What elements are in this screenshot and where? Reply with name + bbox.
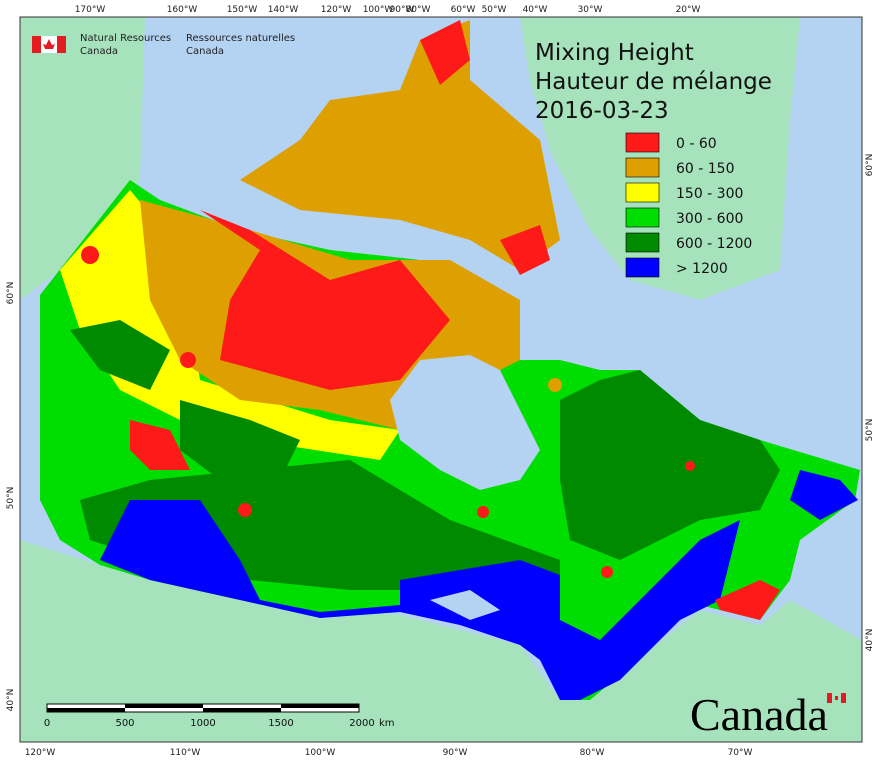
lon-label: 80°W <box>406 5 431 15</box>
org-en: Natural Resources <box>80 33 171 44</box>
lon-label: 150°W <box>227 5 258 15</box>
lat-label: 60°N <box>6 282 16 305</box>
wordmark: Canada <box>690 689 828 740</box>
quebec-darkgreen <box>560 370 780 560</box>
logo: Natural Resources Canada Ressources natu… <box>32 33 295 57</box>
flag-bar <box>32 36 41 53</box>
wordmark-group: Canada <box>690 689 846 740</box>
scale-bar: 0 500 1000 1500 2000 km <box>44 703 395 729</box>
org-fr: Canada <box>186 46 224 57</box>
lon-label: 110°W <box>170 748 201 758</box>
legend-swatch <box>625 132 660 153</box>
legend-swatch <box>625 257 660 278</box>
newfoundland-blue <box>790 470 858 520</box>
ellesmere-red <box>420 20 470 85</box>
lon-label: 140°W <box>268 5 299 15</box>
legend-swatch <box>625 232 660 253</box>
wordmark-flag <box>841 693 846 703</box>
title-line: 2016-03-23 <box>535 98 669 124</box>
lon-label: 100°W <box>363 5 394 15</box>
lon-label: 170°W <box>75 5 106 15</box>
title-line: Mixing Height <box>535 40 694 66</box>
flag-leaf <box>43 39 55 49</box>
legend-label: > 1200 <box>676 261 728 277</box>
hotspot <box>601 566 613 578</box>
lon-label: 30°W <box>578 5 603 15</box>
legend-swatch <box>625 182 660 203</box>
east-red <box>500 225 550 275</box>
hotspot <box>238 503 252 517</box>
scale-label: 1000 <box>190 718 215 729</box>
legend: 0 - 60 60 - 150 150 - 300 300 - 600 600 - 12… <box>625 132 752 278</box>
legend-label: 600 - 1200 <box>676 236 752 252</box>
lon-label: 80°W <box>580 748 605 758</box>
lat-label: 60°N <box>865 154 875 177</box>
north-red <box>200 210 450 390</box>
central-darkgreen <box>180 400 300 480</box>
wordmark-flag <box>827 693 832 703</box>
west-darkgreen <box>70 320 170 390</box>
scale-label: 500 <box>115 718 134 729</box>
hotspot <box>477 506 489 518</box>
lon-label: 90°W <box>390 5 415 15</box>
hotspot <box>548 378 562 392</box>
lon-label: 40°W <box>523 5 548 15</box>
scale-label: 2000 <box>349 718 374 729</box>
lat-label: 50°N <box>865 419 875 442</box>
lat-label: 50°N <box>6 487 16 510</box>
lon-label: 120°W <box>321 5 352 15</box>
legend-label: 150 - 300 <box>676 186 743 202</box>
legend-label: 0 - 60 <box>676 136 717 152</box>
lat-label: 40°N <box>865 629 875 652</box>
lon-label: 20°W <box>676 5 701 15</box>
hudson-bay <box>390 355 540 490</box>
lon-label: 120°W <box>25 748 56 758</box>
lon-label: 60°W <box>451 5 476 15</box>
arctic-islands <box>240 20 560 270</box>
west-red <box>130 420 190 470</box>
great-lakes <box>430 590 500 620</box>
lon-label: 160°W <box>167 5 198 15</box>
scale-label: 1500 <box>268 718 293 729</box>
legend-label: 60 - 150 <box>676 161 735 177</box>
yellow-band <box>60 190 400 460</box>
map-area <box>19 16 863 743</box>
greenland <box>520 17 800 300</box>
lon-label: 50°W <box>482 5 507 15</box>
map-frame <box>19 16 863 743</box>
flag-bar <box>57 36 66 53</box>
org-en: Canada <box>80 46 118 57</box>
title-line: Hauteur de mélange <box>535 69 772 95</box>
hotspot <box>81 246 99 264</box>
legend-swatch <box>625 207 660 228</box>
alaska <box>20 17 145 300</box>
south-blue <box>100 500 740 700</box>
lon-label: 70°W <box>728 748 753 758</box>
wordmark-flag <box>835 696 838 700</box>
org-fr: Ressources naturelles <box>186 33 295 44</box>
scale-bar-segment <box>281 704 359 708</box>
legend-label: 300 - 600 <box>676 211 743 227</box>
title-block: Mixing Height Hauteur de mélange 2016-03-2… <box>535 40 772 124</box>
hotspot <box>180 352 196 368</box>
maritimes-red <box>715 580 780 620</box>
lat-label: 40°N <box>6 689 16 712</box>
scale-bar-segment <box>203 708 281 712</box>
hotspot <box>685 461 695 471</box>
scale-bar-segment <box>47 708 125 712</box>
scale-bar-segment <box>125 704 203 708</box>
lon-label: 90°W <box>443 748 468 758</box>
legend-swatch <box>625 157 660 178</box>
lon-label: 100°W <box>305 748 336 758</box>
graticule-labels: 170°W 160°W 150°W 140°W 120°W 100°W90°W80°W 60… <box>6 5 875 758</box>
usa <box>20 540 862 742</box>
scale-unit: km <box>379 718 395 729</box>
scale-label: 0 <box>44 718 50 729</box>
